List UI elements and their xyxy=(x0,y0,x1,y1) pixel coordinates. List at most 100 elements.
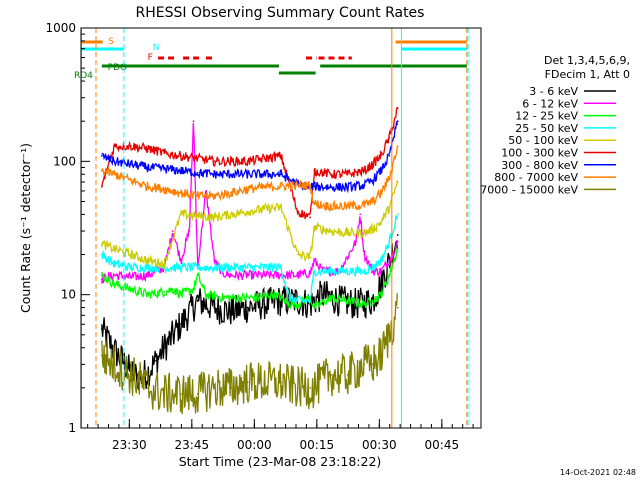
series-9-point xyxy=(146,387,149,389)
series-4-point xyxy=(346,270,349,273)
series-4-point xyxy=(388,240,391,243)
legend-header-line-1: Det 1,3,4,5,6,9, xyxy=(544,54,630,67)
series-4-point xyxy=(146,266,149,269)
x-tick-label: 23:30 xyxy=(112,438,147,452)
series-3-point xyxy=(388,274,391,277)
series-3-point xyxy=(192,288,195,290)
series-8-point xyxy=(309,184,312,187)
series-9-point xyxy=(163,393,166,395)
series-9-point xyxy=(130,374,132,376)
series-6-point xyxy=(263,157,266,160)
series-9-point xyxy=(330,374,332,376)
flag-label-rd4: RD4 xyxy=(74,71,93,81)
series-line-9 xyxy=(101,293,398,415)
series-5-point xyxy=(396,181,399,183)
flag-label-pdo: PDO xyxy=(108,63,127,73)
series-2-point xyxy=(246,274,249,277)
legend-entry-label: 3 - 6 keV xyxy=(529,85,578,98)
series-7-point xyxy=(100,154,103,157)
series-5-point xyxy=(180,213,182,216)
series-3-point xyxy=(288,303,291,305)
series-6-point xyxy=(130,145,132,148)
series-8-point xyxy=(396,145,399,148)
series-2-point xyxy=(192,120,195,123)
series-4-point xyxy=(113,263,116,265)
series-3-point xyxy=(396,248,399,250)
plot-frame xyxy=(80,27,482,429)
series-8-point xyxy=(280,185,282,188)
y-axis-label: Count Rate (s⁻¹ detector⁻¹) xyxy=(18,143,33,313)
series-line-3 xyxy=(101,249,398,310)
legend-entry-label: 7000 - 15000 keV xyxy=(480,183,578,196)
series-4-point xyxy=(313,270,316,273)
series-8-point xyxy=(388,177,391,179)
y-tick-label: 1000 xyxy=(45,21,76,35)
series-4-point xyxy=(363,270,366,273)
series-7-point xyxy=(363,184,366,187)
series-3-point xyxy=(363,303,366,305)
series-6-point xyxy=(280,154,282,157)
series-5-point xyxy=(330,230,332,233)
series-1-point xyxy=(246,306,249,309)
series-1-point xyxy=(230,310,232,313)
series-4-point xyxy=(130,266,132,269)
series-5-point xyxy=(313,226,316,229)
series-8-point xyxy=(130,179,132,182)
x-axis: 23:30 23:45 00:00 00:15 00:30 00:45 xyxy=(87,419,474,452)
series-9-point xyxy=(296,387,299,389)
series-9-point xyxy=(100,354,103,357)
series-7-point xyxy=(246,173,249,176)
series-4-point xyxy=(296,299,299,302)
series-6-point xyxy=(396,107,399,110)
series-9-point xyxy=(388,333,391,336)
series-2-point xyxy=(213,259,216,262)
series-5-point xyxy=(296,253,299,256)
series-7-point xyxy=(130,163,132,166)
series-3-point xyxy=(296,303,299,305)
series-6-point xyxy=(371,163,374,166)
series-3-point xyxy=(196,274,199,277)
series-7-point xyxy=(180,169,182,172)
series-7-point xyxy=(263,173,266,176)
series-1-point xyxy=(180,323,182,326)
series-4-point xyxy=(396,213,399,216)
series-2-point xyxy=(380,270,382,273)
series-2-point xyxy=(205,190,207,192)
series-8-point xyxy=(113,173,116,176)
series-1-point xyxy=(380,283,382,285)
series-3-point xyxy=(346,299,349,302)
series-8-point xyxy=(371,200,374,203)
series-2-point xyxy=(171,230,174,233)
series-5-point xyxy=(246,210,249,213)
series-2-point xyxy=(355,240,357,243)
series-5-point xyxy=(280,206,282,209)
series-line-7 xyxy=(101,121,398,194)
flag-label-s: S xyxy=(108,37,114,47)
series-2-point xyxy=(388,259,391,262)
series-5-point xyxy=(146,259,149,262)
series-4-point xyxy=(180,266,182,269)
series-5-point xyxy=(196,215,199,217)
chart-title: RHESSI Observing Summary Count Rates xyxy=(136,5,425,21)
flag-label-n: N xyxy=(153,43,160,53)
series-3-point xyxy=(280,296,282,299)
series-8-point xyxy=(163,188,166,190)
series-1-point xyxy=(100,328,103,331)
series-line-2 xyxy=(101,122,398,284)
series-5-point xyxy=(113,248,116,250)
series-3-point xyxy=(313,306,316,309)
x-axis-label: Start Time (23-Mar-08 23:18:22) xyxy=(179,454,382,469)
x-tick-label: 00:15 xyxy=(300,438,335,452)
legend-entry-label: 6 - 12 keV xyxy=(522,97,578,110)
series-3-point xyxy=(238,296,241,299)
series-5-point xyxy=(363,232,366,234)
legend-entry-label: 800 - 7000 keV xyxy=(494,171,578,184)
series-4-point xyxy=(100,253,103,256)
flag-bars: S NF PDO RD4 xyxy=(74,37,467,81)
series-3-point xyxy=(380,293,382,296)
series-9-point xyxy=(371,363,374,366)
series-9-point xyxy=(313,387,316,389)
series-6-point xyxy=(313,169,316,172)
